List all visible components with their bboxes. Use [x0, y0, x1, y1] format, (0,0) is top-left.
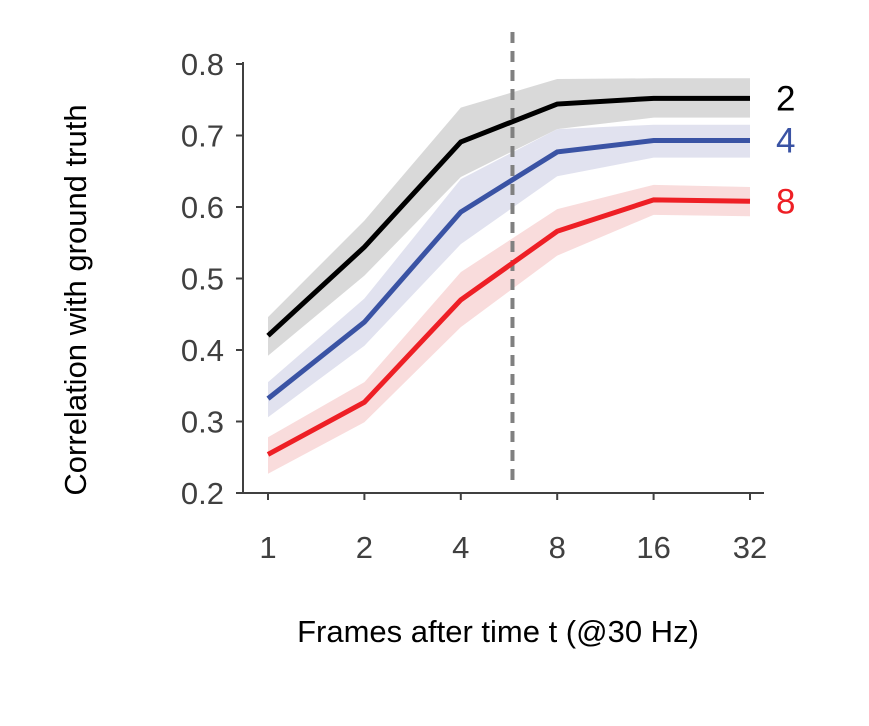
x-axis-label: Frames after time t (@30 Hz)	[297, 614, 699, 649]
y-tick-label: 0.8	[181, 47, 224, 82]
y-tick-label: 0.6	[181, 190, 224, 225]
series-labels: 2 4 8	[776, 79, 795, 221]
x-tick-label: 4	[452, 530, 469, 565]
x-tick-label: 32	[733, 530, 767, 565]
y-tick-label: 0.4	[181, 333, 224, 368]
x-tick-label: 1	[259, 530, 276, 565]
x-tick-label: 2	[356, 530, 373, 565]
line-series-4	[266, 138, 750, 401]
line-series-8	[266, 197, 751, 457]
series-label-2: 2	[776, 79, 795, 118]
y-tick-label: 0.3	[181, 405, 224, 440]
axes: 0.2 0.3 0.4 0.5 0.6 0.7 0.8 1 2 4 8 16 32	[181, 47, 767, 565]
y-tick-label: 0.7	[181, 119, 224, 154]
line-series-2	[266, 95, 750, 338]
y-tick-label: 0.5	[181, 262, 224, 297]
y-tick-label: 0.2	[181, 476, 224, 511]
x-tick-label: 16	[636, 530, 670, 565]
series-label-8: 8	[776, 182, 795, 221]
band-series-2	[268, 78, 750, 356]
x-tick-label: 8	[549, 530, 566, 565]
y-axis-label: Correlation with ground truth	[58, 104, 93, 495]
series-label-4: 4	[776, 122, 795, 161]
series-lines	[266, 95, 751, 457]
band-series-8	[268, 184, 750, 474]
